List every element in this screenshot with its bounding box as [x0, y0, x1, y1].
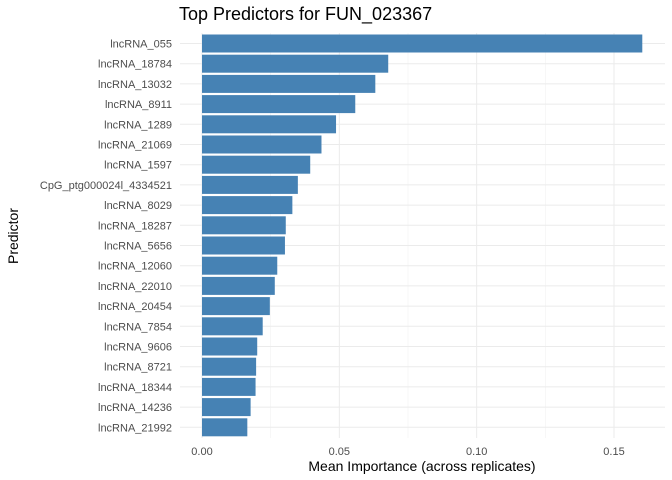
bar	[202, 34, 643, 53]
y-tick-label: lncRNA_21069	[98, 140, 172, 152]
bar	[202, 54, 389, 73]
y-tick-label: lncRNA_18344	[98, 382, 172, 394]
y-tick-label: lncRNA_5656	[104, 241, 172, 253]
y-axis-label: Predictor	[5, 208, 21, 264]
bar	[202, 115, 337, 134]
y-tick-label: lncRNA_22010	[98, 281, 172, 293]
bar	[202, 175, 298, 194]
x-tick-label: 0.05	[329, 446, 350, 458]
y-tick-label: lncRNA_055	[110, 39, 172, 51]
bar	[202, 95, 356, 114]
y-tick-label: lncRNA_18784	[98, 59, 172, 71]
bar	[202, 236, 285, 255]
y-tick-label: lncRNA_1597	[104, 160, 172, 172]
y-tick-label: lncRNA_14236	[98, 402, 172, 414]
bar	[202, 256, 278, 275]
chart-title: Top Predictors for FUN_023367	[179, 4, 432, 25]
grid-lines	[180, 33, 665, 438]
bar	[202, 418, 248, 437]
x-tick-label: 0.00	[191, 446, 212, 458]
y-tick-label: lncRNA_8721	[104, 362, 172, 374]
bar	[202, 398, 251, 417]
y-tick-label: lncRNA_18287	[98, 220, 172, 232]
y-tick-label: lncRNA_13032	[98, 79, 172, 91]
y-tick-label: lncRNA_8029	[104, 200, 172, 212]
x-axis-label: Mean Importance (across replicates)	[308, 458, 535, 474]
y-tick-label: lncRNA_7854	[104, 321, 172, 333]
x-tick-labels: 0.00 0.05 0.10 0.15	[191, 446, 624, 458]
bar	[202, 135, 322, 154]
bar	[202, 357, 257, 376]
bar	[202, 297, 270, 316]
y-tick-label: lncRNA_12060	[98, 261, 172, 273]
bar	[202, 74, 376, 93]
y-tick-label: lncRNA_1289	[104, 119, 172, 131]
y-tick-label: lncRNA_21992	[98, 422, 172, 434]
y-tick-label: lncRNA_20454	[98, 301, 172, 313]
y-tick-label: CpG_ptg000024l_4334521	[40, 180, 172, 192]
bar	[202, 337, 258, 356]
bar	[202, 196, 293, 215]
y-tick-labels: lncRNA_055 lncRNA_18784 lncRNA_13032 lncRNA…	[40, 39, 172, 435]
y-tick-label: lncRNA_9606	[104, 342, 172, 354]
bar	[202, 155, 311, 174]
bar	[202, 216, 286, 235]
x-tick-label: 0.10	[466, 446, 487, 458]
y-tick-label: lncRNA_8911	[105, 99, 172, 111]
x-tick-label: 0.15	[603, 446, 624, 458]
bar	[202, 317, 263, 336]
bar	[202, 377, 256, 396]
bar	[202, 276, 275, 295]
bars	[202, 34, 643, 437]
